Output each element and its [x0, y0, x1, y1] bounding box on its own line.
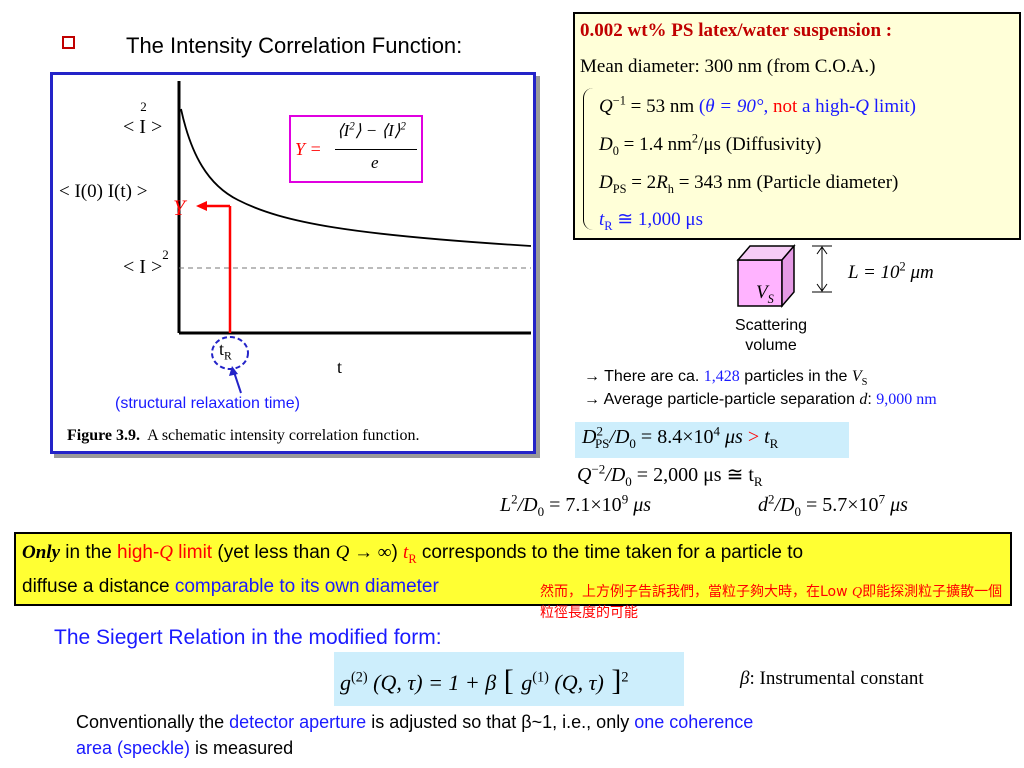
suspension-info-box: 0.002 wt% PS latex/water suspension : Me…: [573, 12, 1021, 240]
y-symbol: Y: [173, 195, 186, 220]
y-formula-denominator: e: [371, 153, 379, 172]
figure-panel: < I >2 < I(0) I(t) > Y < I >2 tR t Y = ⟨…: [50, 72, 536, 454]
label-i0-it: < I(0) I(t) >: [59, 181, 148, 202]
cube-vs-label: VS: [756, 282, 774, 306]
label-i-squared-avg: < I >2: [123, 99, 163, 138]
y-arrow-head: [196, 201, 207, 211]
statement-separation: → Average particle-particle separation d…: [584, 391, 937, 408]
info-line-tr: tR ≅ 1,000 μs: [599, 209, 704, 233]
bottom-text-line-2: area (speckle) is measured: [76, 738, 294, 758]
equation-dps-squared: D2PS/D0 = 8.4×104 μs > tR: [582, 423, 779, 451]
tr-label: tR: [219, 339, 232, 363]
structural-arrow: [233, 371, 242, 394]
scattering-volume-cube-icon: [736, 243, 832, 309]
intensity-correlation-plot: [177, 81, 532, 394]
beta-note: β: Instrumental constant: [740, 668, 924, 689]
siegert-equation-highlight: [334, 652, 684, 706]
info-brace: [583, 88, 594, 230]
label-i-avg-squared: < I >2: [123, 247, 169, 278]
siegert-title: The Siegert Relation in the modified for…: [54, 626, 442, 649]
structural-arrow-head: [229, 366, 238, 376]
highlight-box: [14, 532, 1012, 606]
bottom-text-line-1: Conventionally the detector aperture is …: [76, 712, 754, 732]
info-line-dps: DPS = 2Rh = 343 nm (Particle diameter): [599, 172, 899, 196]
eq1-highlight: [575, 422, 849, 458]
slide-title: The Intensity Correlation Function:: [126, 33, 463, 58]
y-formula-lhs: Y =: [295, 139, 322, 159]
t-axis-label: t: [337, 357, 343, 377]
info-mean-diameter: Mean diameter: 300 nm (from C.O.A.): [580, 56, 876, 77]
equation-q-squared: Q−2/D0 = 2,000 μs ≅ tR: [577, 461, 763, 489]
equation-l-squared: L2/D0 = 7.1×109 μs: [500, 491, 652, 519]
equation-d-squared: d2/D0 = 5.7×107 μs: [758, 491, 908, 519]
info-line-q: Q−1 = 53 nm (θ = 90°, not a high-Q limit…: [599, 93, 917, 117]
y-formula-numerator: ⟨I2⟩ − ⟨I⟩2: [337, 120, 406, 140]
chinese-note: 然而，上方例子告訴我們，當粒子夠大時，在Low Q即能探測粒子擴散一個粒徑長度的…: [540, 584, 1003, 621]
figure-caption: Figure 3.9. A schematic intensity correl…: [67, 427, 420, 444]
info-line-d0: D0 = 1.4 nm2/μs (Diffusivity): [599, 131, 822, 158]
decay-curve: [180, 108, 532, 247]
siegert-equation: g(2) (Q, τ) = 1 + β [ g(1) (Q, τ) ]2: [340, 664, 629, 697]
tr-circle: [211, 336, 249, 370]
statement-particle-count: → There are ca. 1,428 particles in the V…: [584, 368, 868, 389]
structural-relaxation-label: (structural relaxation time): [115, 395, 300, 412]
highlight-line-2: diffuse a distance comparable to its own…: [22, 576, 439, 597]
y-formula-box: Y = ⟨I2⟩ − ⟨I⟩2 e: [289, 115, 423, 183]
highlight-line-1: Only in the high-Q limit (yet less than …: [22, 542, 804, 566]
bullet-icon: [62, 36, 75, 49]
info-title: 0.002 wt% PS latex/water suspension :: [580, 20, 893, 41]
scattering-volume-label: Scattering volume: [734, 317, 808, 354]
cube-l-label: L = 102 μm: [848, 259, 934, 283]
fraction-bar: [335, 149, 417, 150]
